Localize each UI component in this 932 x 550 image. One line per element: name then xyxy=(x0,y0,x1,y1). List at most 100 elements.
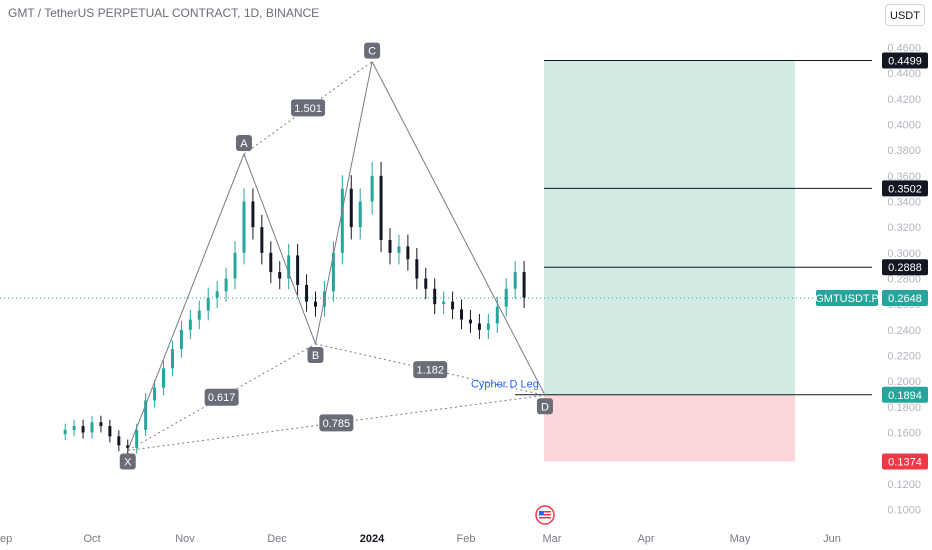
pattern-leg xyxy=(371,61,546,396)
profit-zone xyxy=(543,60,795,395)
symbol-tag-bg xyxy=(816,290,878,307)
candle-body xyxy=(144,400,148,430)
x-tick-label: Mar xyxy=(543,533,562,545)
y-tick-label: 0.1800 xyxy=(887,402,921,414)
x-tick-label: Apr xyxy=(637,533,654,545)
candle-body xyxy=(358,201,362,228)
candle-body xyxy=(415,259,419,279)
tp3-price-label-bg xyxy=(882,52,928,69)
candle-body xyxy=(314,301,317,307)
y-tick-label: 0.3800 xyxy=(887,145,921,157)
y-tick-label: 0.4600 xyxy=(887,43,921,55)
y-tick-label: 0.1000 xyxy=(887,505,921,517)
candle-body xyxy=(340,188,344,253)
pattern-point-label: D xyxy=(541,401,549,413)
candle-body xyxy=(153,387,157,401)
x-tick-label: Nov xyxy=(175,533,195,545)
candle-body xyxy=(468,319,472,324)
chart-title: GMT / TetherUS PERPETUAL CONTRACT, 1D, B… xyxy=(8,6,320,20)
ratio-label: 1.501 xyxy=(294,103,322,115)
candle-body xyxy=(397,246,401,253)
candle-body xyxy=(433,288,437,305)
y-tick-label: 0.2200 xyxy=(887,351,921,363)
candle-body xyxy=(135,429,139,448)
y-tick-label: 0.2000 xyxy=(887,376,921,388)
current-price-label-bg xyxy=(882,290,928,307)
pattern-point-label: C xyxy=(368,46,376,58)
candle-body xyxy=(504,288,508,307)
y-tick-label: 0.4400 xyxy=(887,68,921,80)
tp3-price-label: 0.4499 xyxy=(888,55,922,67)
candle-body xyxy=(349,188,353,228)
ratio-label-bg xyxy=(319,414,354,432)
candle-body xyxy=(99,422,103,427)
candle-body xyxy=(188,319,192,330)
candle-body xyxy=(331,252,335,292)
y-tick-label: 0.4200 xyxy=(887,94,921,106)
pattern-point-bg xyxy=(235,135,252,152)
candle-body xyxy=(486,323,490,330)
candle-body xyxy=(162,368,166,388)
current-price-label: 0.2648 xyxy=(888,293,922,305)
pattern-point-label: B xyxy=(312,350,319,362)
us-flag-icon[interactable] xyxy=(535,505,555,525)
ratio-label-bg xyxy=(413,361,448,379)
pattern-point-label: A xyxy=(240,138,248,150)
candle-body xyxy=(460,309,464,320)
candle-body xyxy=(379,175,383,240)
candle-body xyxy=(495,306,499,324)
entry-price-label-bg xyxy=(882,386,928,403)
ratio-label-bg xyxy=(204,388,239,406)
pattern-leg xyxy=(315,61,373,345)
y-tick-label: 0.3200 xyxy=(887,222,921,234)
ratio-label: 0.785 xyxy=(323,418,351,430)
candle-body xyxy=(424,278,428,289)
x-tick-label: Dec xyxy=(267,533,287,545)
candle-body xyxy=(451,301,455,310)
candle-body xyxy=(251,201,255,228)
candle-body xyxy=(406,246,410,260)
ratio-label: 0.617 xyxy=(208,392,236,404)
candle-body xyxy=(233,252,237,279)
loss-zone xyxy=(543,394,795,462)
candle-body xyxy=(197,310,201,320)
candle-body xyxy=(126,445,130,448)
x-tick-label: Feb xyxy=(457,533,476,545)
tp2-price-label: 0.3502 xyxy=(888,183,922,195)
pattern-point-label: X xyxy=(124,456,132,468)
tp2-price-label-bg xyxy=(882,180,928,197)
candle-body xyxy=(296,255,300,285)
ratio-line xyxy=(243,61,373,155)
y-tick-label: 0.3600 xyxy=(887,171,921,183)
candle-body xyxy=(305,284,309,302)
x-tick-label: Jun xyxy=(823,533,841,545)
candle-body xyxy=(442,301,446,305)
currency-button[interactable]: USDT xyxy=(885,4,925,26)
candle-body xyxy=(179,329,183,350)
pattern-leg xyxy=(127,153,245,451)
candle-body xyxy=(224,278,228,292)
y-tick-label: 0.1600 xyxy=(887,428,921,440)
tp1-price-label: 0.2888 xyxy=(888,262,922,274)
symbol-tag: GMTUSDT.P xyxy=(815,293,879,305)
pattern-point-bg xyxy=(364,42,381,59)
pattern-point-bg xyxy=(119,453,136,470)
candle-body xyxy=(81,426,85,433)
entry-price-label: 0.1894 xyxy=(888,390,922,402)
pattern-point-bg xyxy=(307,346,324,363)
y-tick-label: 0.2800 xyxy=(887,274,921,286)
candle-body xyxy=(287,255,291,279)
ratio-line xyxy=(127,343,316,451)
ratio-line xyxy=(315,343,546,396)
pattern-leg xyxy=(243,153,316,345)
y-tick-label: 0.4000 xyxy=(887,120,921,132)
ratio-label-bg xyxy=(291,99,326,117)
y-tick-label: 0.3000 xyxy=(887,248,921,260)
stop-price-label: 0.1374 xyxy=(888,457,922,469)
pattern-point-bg xyxy=(536,398,553,415)
candle-body xyxy=(278,272,282,279)
stop-price-label-bg xyxy=(882,453,928,470)
candle-body xyxy=(170,349,174,369)
y-tick-label: 0.1200 xyxy=(887,479,921,491)
